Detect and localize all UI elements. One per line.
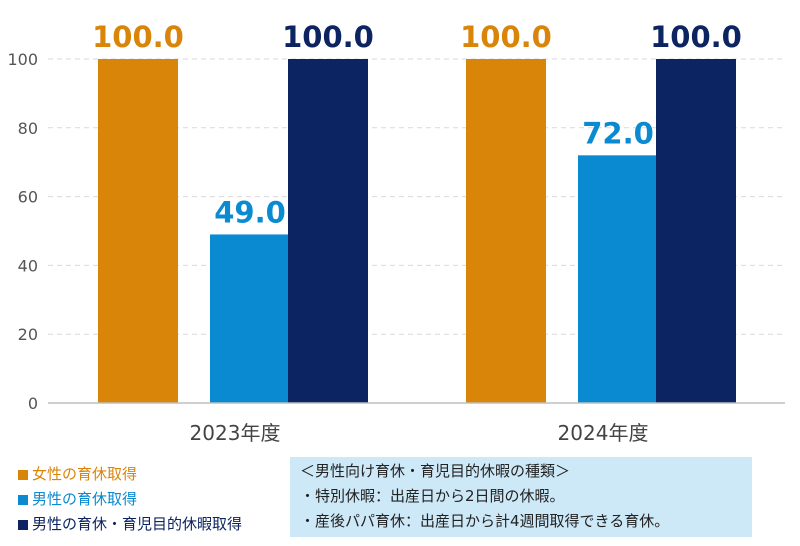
y-tick-label: 20: [18, 325, 38, 344]
legend-label-male-combined: 男性の育休・育児目的休暇取得: [32, 515, 243, 533]
y-tick-label: 60: [18, 188, 38, 207]
data-label: 49.0: [214, 195, 286, 229]
x-tick-label: 2024年度: [558, 421, 649, 445]
legend: 女性の育休取得 男性の育休取得 男性の育休・育児目的休暇取得: [18, 462, 242, 537]
data-label: 100.0: [650, 20, 742, 54]
legend-item-male: 男性の育休取得: [18, 487, 242, 512]
legend-label-female: 女性の育休取得: [32, 465, 138, 483]
bar: [578, 155, 658, 403]
bar-chart: 0 20 40 60 80 100 100.0 49.0 100.0 2023年度 100.0 72.…: [7, 20, 785, 445]
legend-swatch-male: [18, 494, 28, 505]
note-line-paternity-leave: ・産後パパ育休：出産日から計4週間取得できる育休。: [300, 512, 670, 530]
data-label: 100.0: [92, 20, 184, 54]
legend-label-male: 男性の育休取得: [32, 490, 138, 508]
bar: [210, 234, 290, 403]
bar: [288, 59, 368, 403]
legend-swatch-female: [18, 469, 28, 480]
y-tick-label: 40: [18, 256, 38, 275]
bar: [466, 59, 546, 403]
y-tick-label: 0: [28, 394, 38, 413]
leave-types-note: ＜男性向け育休・育児目的休暇の種類＞ ・特別休暇：出産日から2日間の休暇。 ・産…: [290, 457, 752, 537]
note-line-special-leave: ・特別休暇：出産日から2日間の休暇。: [300, 487, 565, 505]
legend-swatch-male-combined: [18, 519, 28, 530]
note-title: ＜男性向け育休・育児目的休暇の種類＞: [300, 462, 571, 480]
data-label: 100.0: [282, 20, 374, 54]
y-tick-label: 100: [7, 50, 38, 69]
legend-item-male-combined: 男性の育休・育児目的休暇取得: [18, 512, 242, 537]
bar: [98, 59, 178, 403]
data-label: 100.0: [460, 20, 552, 54]
bar: [656, 59, 736, 403]
x-tick-label: 2023年度: [190, 421, 281, 445]
data-label: 72.0: [582, 116, 654, 150]
y-tick-label: 80: [18, 119, 38, 138]
legend-item-female: 女性の育休取得: [18, 462, 242, 487]
